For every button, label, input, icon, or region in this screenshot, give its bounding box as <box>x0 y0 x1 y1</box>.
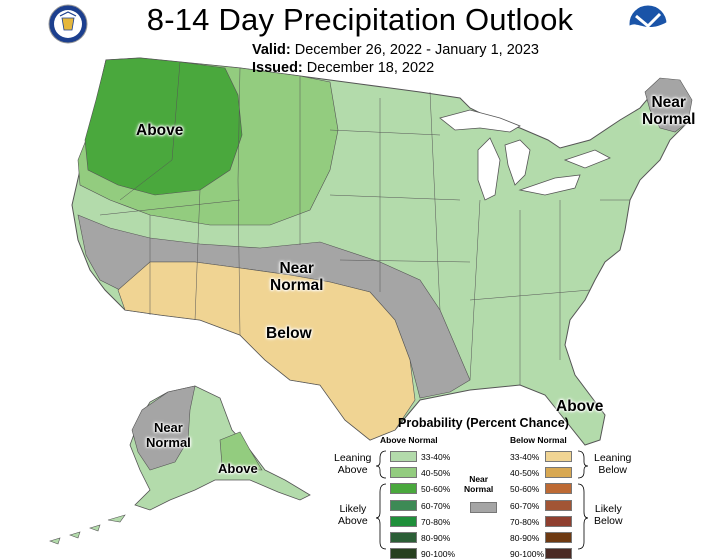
legend-below-bin-swatch <box>545 451 572 462</box>
legend-below-bin-label: 40-50% <box>510 468 540 479</box>
legend-title: Probability (Percent Chance) <box>398 416 569 430</box>
legend-below-bin-swatch <box>545 515 572 527</box>
legend-below-bin-swatch <box>545 532 572 543</box>
legend-below-bin-label: 70-80% <box>510 516 540 527</box>
label-above-alaska: Above <box>218 461 258 476</box>
noaa-logo-icon <box>628 4 668 44</box>
region-near-normal-ne <box>644 77 693 133</box>
legend-below-bin-swatch <box>545 499 572 511</box>
legend-above-bin-label: 80-90% <box>421 533 451 543</box>
legend-near-normal-swatch <box>470 502 497 513</box>
commerce-seal-icon <box>48 4 88 44</box>
legend-above-bin-label: 60-70% <box>421 500 451 511</box>
label-near-normal-alaska: Near Normal <box>146 420 191 450</box>
legend-above-bin-swatch <box>390 515 417 527</box>
legend-below-bin-swatch <box>545 467 572 479</box>
legend-below-bin-swatch <box>545 548 572 559</box>
legend-below-bin-label: 50-60% <box>510 484 540 495</box>
legend-below-bin-label: 33-40% <box>510 452 540 462</box>
page-title: 8-14 Day Precipitation Outlook <box>146 2 574 37</box>
legend-above-bin-label: 40-50% <box>421 468 451 479</box>
legend-above-bin-swatch <box>390 532 417 543</box>
legend-below-bin-swatch <box>545 483 572 495</box>
legend-leaning-above: Leaning Above <box>334 452 372 476</box>
legend-above-bin-label: 90-100% <box>421 549 456 559</box>
alaska-near-normal <box>131 385 196 471</box>
legend-near-normal-label: Near Normal <box>464 474 494 494</box>
alaska-islands <box>49 514 126 545</box>
label-near-normal-northeast: Near Normal <box>642 94 696 128</box>
great-lakes <box>439 109 611 201</box>
issued-line: Issued: December 18, 2022 <box>252 60 434 76</box>
label-above-northwest: Above <box>136 122 184 139</box>
legend-leaning-below: Leaning Below <box>594 452 632 476</box>
state-boundaries <box>99 61 630 385</box>
legend-above-bin-label: 50-60% <box>421 484 451 495</box>
legend-above-bin-swatch <box>390 451 417 462</box>
valid-label: Valid: <box>252 42 291 58</box>
alaska-above-40-50 <box>219 431 263 471</box>
legend-above-bin-swatch <box>390 467 417 479</box>
valid-range: December 26, 2022 - January 1, 2023 <box>294 42 539 58</box>
legend-below-bin-label: 60-70% <box>510 500 540 511</box>
label-near-normal-central: Near Normal <box>270 260 324 294</box>
legend-above-header: Above Normal <box>380 435 438 445</box>
legend-below-bin-label: 90-100% <box>510 549 545 559</box>
legend-above-bin-swatch <box>390 548 417 559</box>
legend-above-bin-label: 33-40% <box>421 452 451 462</box>
legend-likely-above: Likely Above <box>338 503 368 527</box>
legend-above-bin-swatch <box>390 499 417 511</box>
region-above-50-60 <box>84 57 243 196</box>
valid-line: Valid: December 26, 2022 - January 1, 20… <box>252 42 539 58</box>
issued-label: Issued: <box>252 60 303 76</box>
label-below-southwest: Below <box>266 325 312 342</box>
legend-below-bin-label: 80-90% <box>510 533 540 543</box>
legend-above-bin-label: 70-80% <box>421 516 451 527</box>
legend-above-bin-swatch <box>390 483 417 495</box>
legend-below-header: Below Normal <box>510 435 567 445</box>
label-above-florida: Above <box>556 398 604 415</box>
legend-likely-below: Likely Below <box>594 503 623 527</box>
region-below-33-40 <box>117 261 416 441</box>
issued-date: December 18, 2022 <box>306 60 435 76</box>
